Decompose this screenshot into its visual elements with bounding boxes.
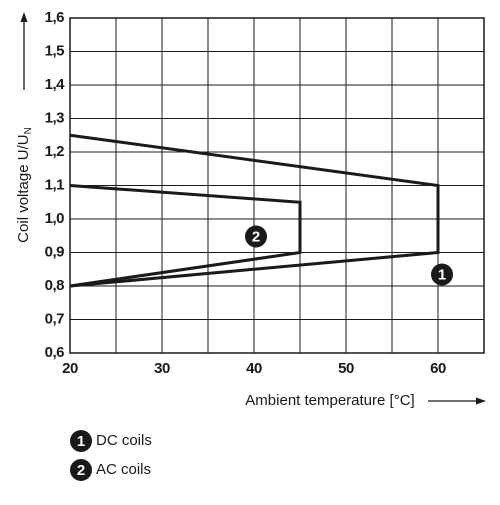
series-marker-circle [431, 263, 453, 286]
y-axis-label-main: Coil voltage U/U [15, 134, 32, 242]
legend-label: AC coils [96, 461, 151, 478]
y-tick-label: 1,6 [45, 9, 65, 26]
x-axis-label: Ambient temperature [°C] [245, 392, 414, 409]
legend-marker-circle [70, 459, 92, 481]
x-tick-label: 20 [62, 360, 78, 377]
legend-marker-text: 1 [77, 433, 85, 450]
y-tick-label: 1,3 [45, 109, 65, 126]
x-tick-label: 50 [338, 360, 354, 377]
x-tick-label: 40 [246, 360, 262, 377]
series-line [69, 184, 302, 288]
x-tick-label: 30 [154, 360, 170, 377]
y-tick-label: 1,0 [45, 210, 65, 227]
y-tick-label: 1,2 [45, 143, 65, 160]
y-tick-label: 0,8 [45, 277, 65, 294]
legend-marker-text: 2 [77, 462, 85, 479]
series-marker-text: 2 [252, 228, 260, 245]
y-tick-label: 1,1 [45, 176, 65, 193]
y-tick-label: 1,4 [45, 76, 66, 93]
y-axis-arrowhead [20, 12, 28, 22]
series-line [69, 133, 440, 288]
y-axis-label: Coil voltage U/UN [15, 127, 34, 243]
series-marker-circle [245, 225, 267, 248]
legend-marker-circle [70, 430, 92, 452]
y-tick-label: 0,6 [45, 344, 65, 361]
x-axis-arrowhead [476, 397, 486, 405]
y-tick-label: 0,7 [45, 310, 65, 327]
y-axis-label-sub: N [23, 127, 34, 134]
legend-label: DC coils [96, 432, 152, 449]
y-tick-label: 1,5 [45, 42, 65, 59]
y-tick-label: 0,9 [45, 243, 65, 260]
x-tick-label: 60 [430, 360, 446, 377]
series-marker-text: 1 [438, 266, 446, 283]
